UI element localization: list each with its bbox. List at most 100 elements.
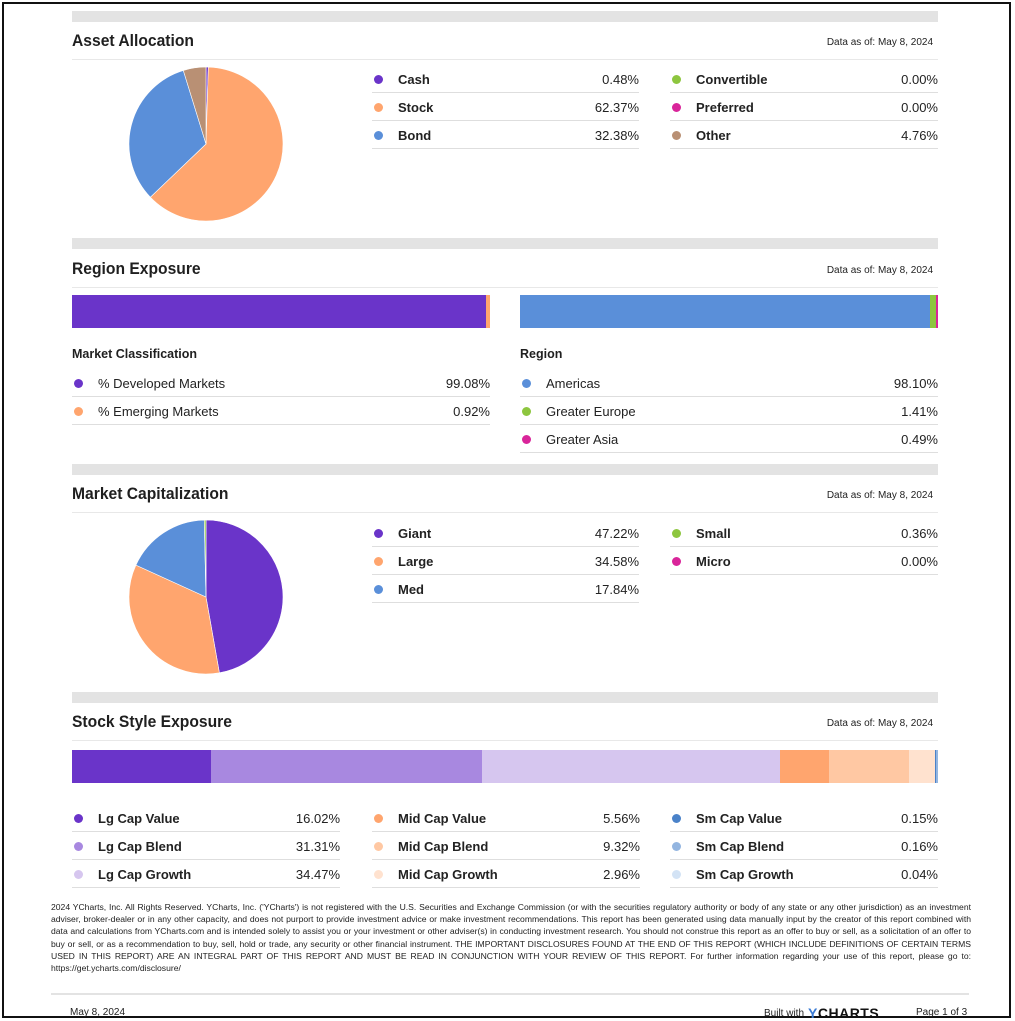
legend-dot-med: [374, 585, 383, 594]
region-segment-greater-asia: [936, 295, 938, 328]
stock-style-divider: [72, 692, 938, 703]
market-cap-title: Market Capitalization: [72, 484, 228, 504]
region-bar: [520, 295, 938, 328]
legend-dot-lg-cap-value: [74, 814, 83, 823]
legend-label: Americas: [546, 376, 894, 391]
asset-allocation-as-of: Data as of: May 8, 2024: [827, 37, 933, 48]
legend-dot-sm-cap-value: [672, 814, 681, 823]
legend-label: Small: [696, 526, 901, 541]
legend-label: Stock: [398, 100, 595, 115]
footer-divider: [51, 993, 969, 995]
legend-label: Sm Cap Growth: [696, 867, 901, 882]
stock-style-segment-mid-cap-value: [780, 750, 828, 783]
stock-style-segment-lg-cap-value: [72, 750, 211, 783]
top-divider: [72, 11, 938, 22]
legend-value: 34.47%: [296, 867, 340, 882]
legend-dot-lg-cap-blend: [74, 842, 83, 851]
market-cap-rule: [72, 512, 938, 513]
stock-style-segment-lg-cap-blend: [211, 750, 482, 783]
legend-value: 98.10%: [894, 376, 938, 391]
legend-value: 16.02%: [296, 811, 340, 826]
legend-dot-preferred: [672, 103, 681, 112]
legend-label: Lg Cap Blend: [98, 839, 296, 854]
legend-value: 34.58%: [595, 554, 639, 569]
legend-value: 31.31%: [296, 839, 340, 854]
legend-value: 0.04%: [901, 867, 938, 882]
legend-label: Large: [398, 554, 595, 569]
legend-dot-micro: [672, 557, 681, 566]
stock-style-segment-mid-cap-growth: [909, 750, 935, 783]
legend-dot-greater-asia: [522, 435, 531, 444]
region-exposure-title: Region Exposure: [72, 259, 201, 279]
market-classification-heading: Market Classification: [72, 347, 197, 361]
legend-value: 0.00%: [901, 554, 938, 569]
legend-value: 47.22%: [595, 526, 639, 541]
ycharts-logo-text: CHARTS: [818, 1005, 879, 1021]
stock-style-segment-lg-cap-growth: [482, 750, 781, 783]
legend-value: 0.15%: [901, 811, 938, 826]
legend-value: 32.38%: [595, 128, 639, 143]
legend-dot-developed-markets: [74, 379, 83, 388]
legend-dot-large: [374, 557, 383, 566]
region-segment-americas: [520, 295, 930, 328]
asset-allocation-rule: [72, 59, 938, 60]
ycharts-logo: YCHARTS: [808, 1005, 879, 1021]
asset-allocation-pie-chart: [126, 64, 286, 224]
legend-value: 0.92%: [453, 404, 490, 419]
legend-value: 0.00%: [901, 100, 938, 115]
footer-date: May 8, 2024: [70, 1007, 125, 1018]
legend-value: 4.76%: [901, 128, 938, 143]
legend-dot-bond: [374, 131, 383, 140]
legend-label: Lg Cap Value: [98, 811, 296, 826]
legend-label: % Developed Markets: [98, 376, 446, 391]
region-exposure-rule: [72, 287, 938, 288]
legend-label: Mid Cap Growth: [398, 867, 603, 882]
legend-dot-mid-cap-growth: [374, 870, 383, 879]
stock-style-as-of: Data as of: May 8, 2024: [827, 718, 933, 729]
legend-dot-sm-cap-blend: [672, 842, 681, 851]
legend-label: % Emerging Markets: [98, 404, 453, 419]
legend-dot-giant: [374, 529, 383, 538]
market-cap-pie-chart: [126, 517, 286, 677]
region-exposure-as-of: Data as of: May 8, 2024: [827, 265, 933, 276]
market-cap-as-of: Data as of: May 8, 2024: [827, 490, 933, 501]
ycharts-logo-y: Y: [808, 1005, 818, 1021]
legend-label: Other: [696, 128, 901, 143]
legend-dot-cash: [374, 75, 383, 84]
legend-value: 17.84%: [595, 582, 639, 597]
legend-dot-greater-europe: [522, 407, 531, 416]
legend-dot-stock: [374, 103, 383, 112]
legend-value: 0.48%: [602, 72, 639, 87]
legend-label: Bond: [398, 128, 595, 143]
market-cap-divider: [72, 464, 938, 475]
footer-page-number: Page 1 of 3: [916, 1007, 967, 1018]
legend-label: Sm Cap Value: [696, 811, 901, 826]
asset-allocation-title: Asset Allocation: [72, 31, 194, 51]
region-divider: [72, 238, 938, 249]
legend-value: 0.36%: [901, 526, 938, 541]
legend-value: 62.37%: [595, 100, 639, 115]
legend-dot-mid-cap-blend: [374, 842, 383, 851]
legend-label: Med: [398, 582, 595, 597]
